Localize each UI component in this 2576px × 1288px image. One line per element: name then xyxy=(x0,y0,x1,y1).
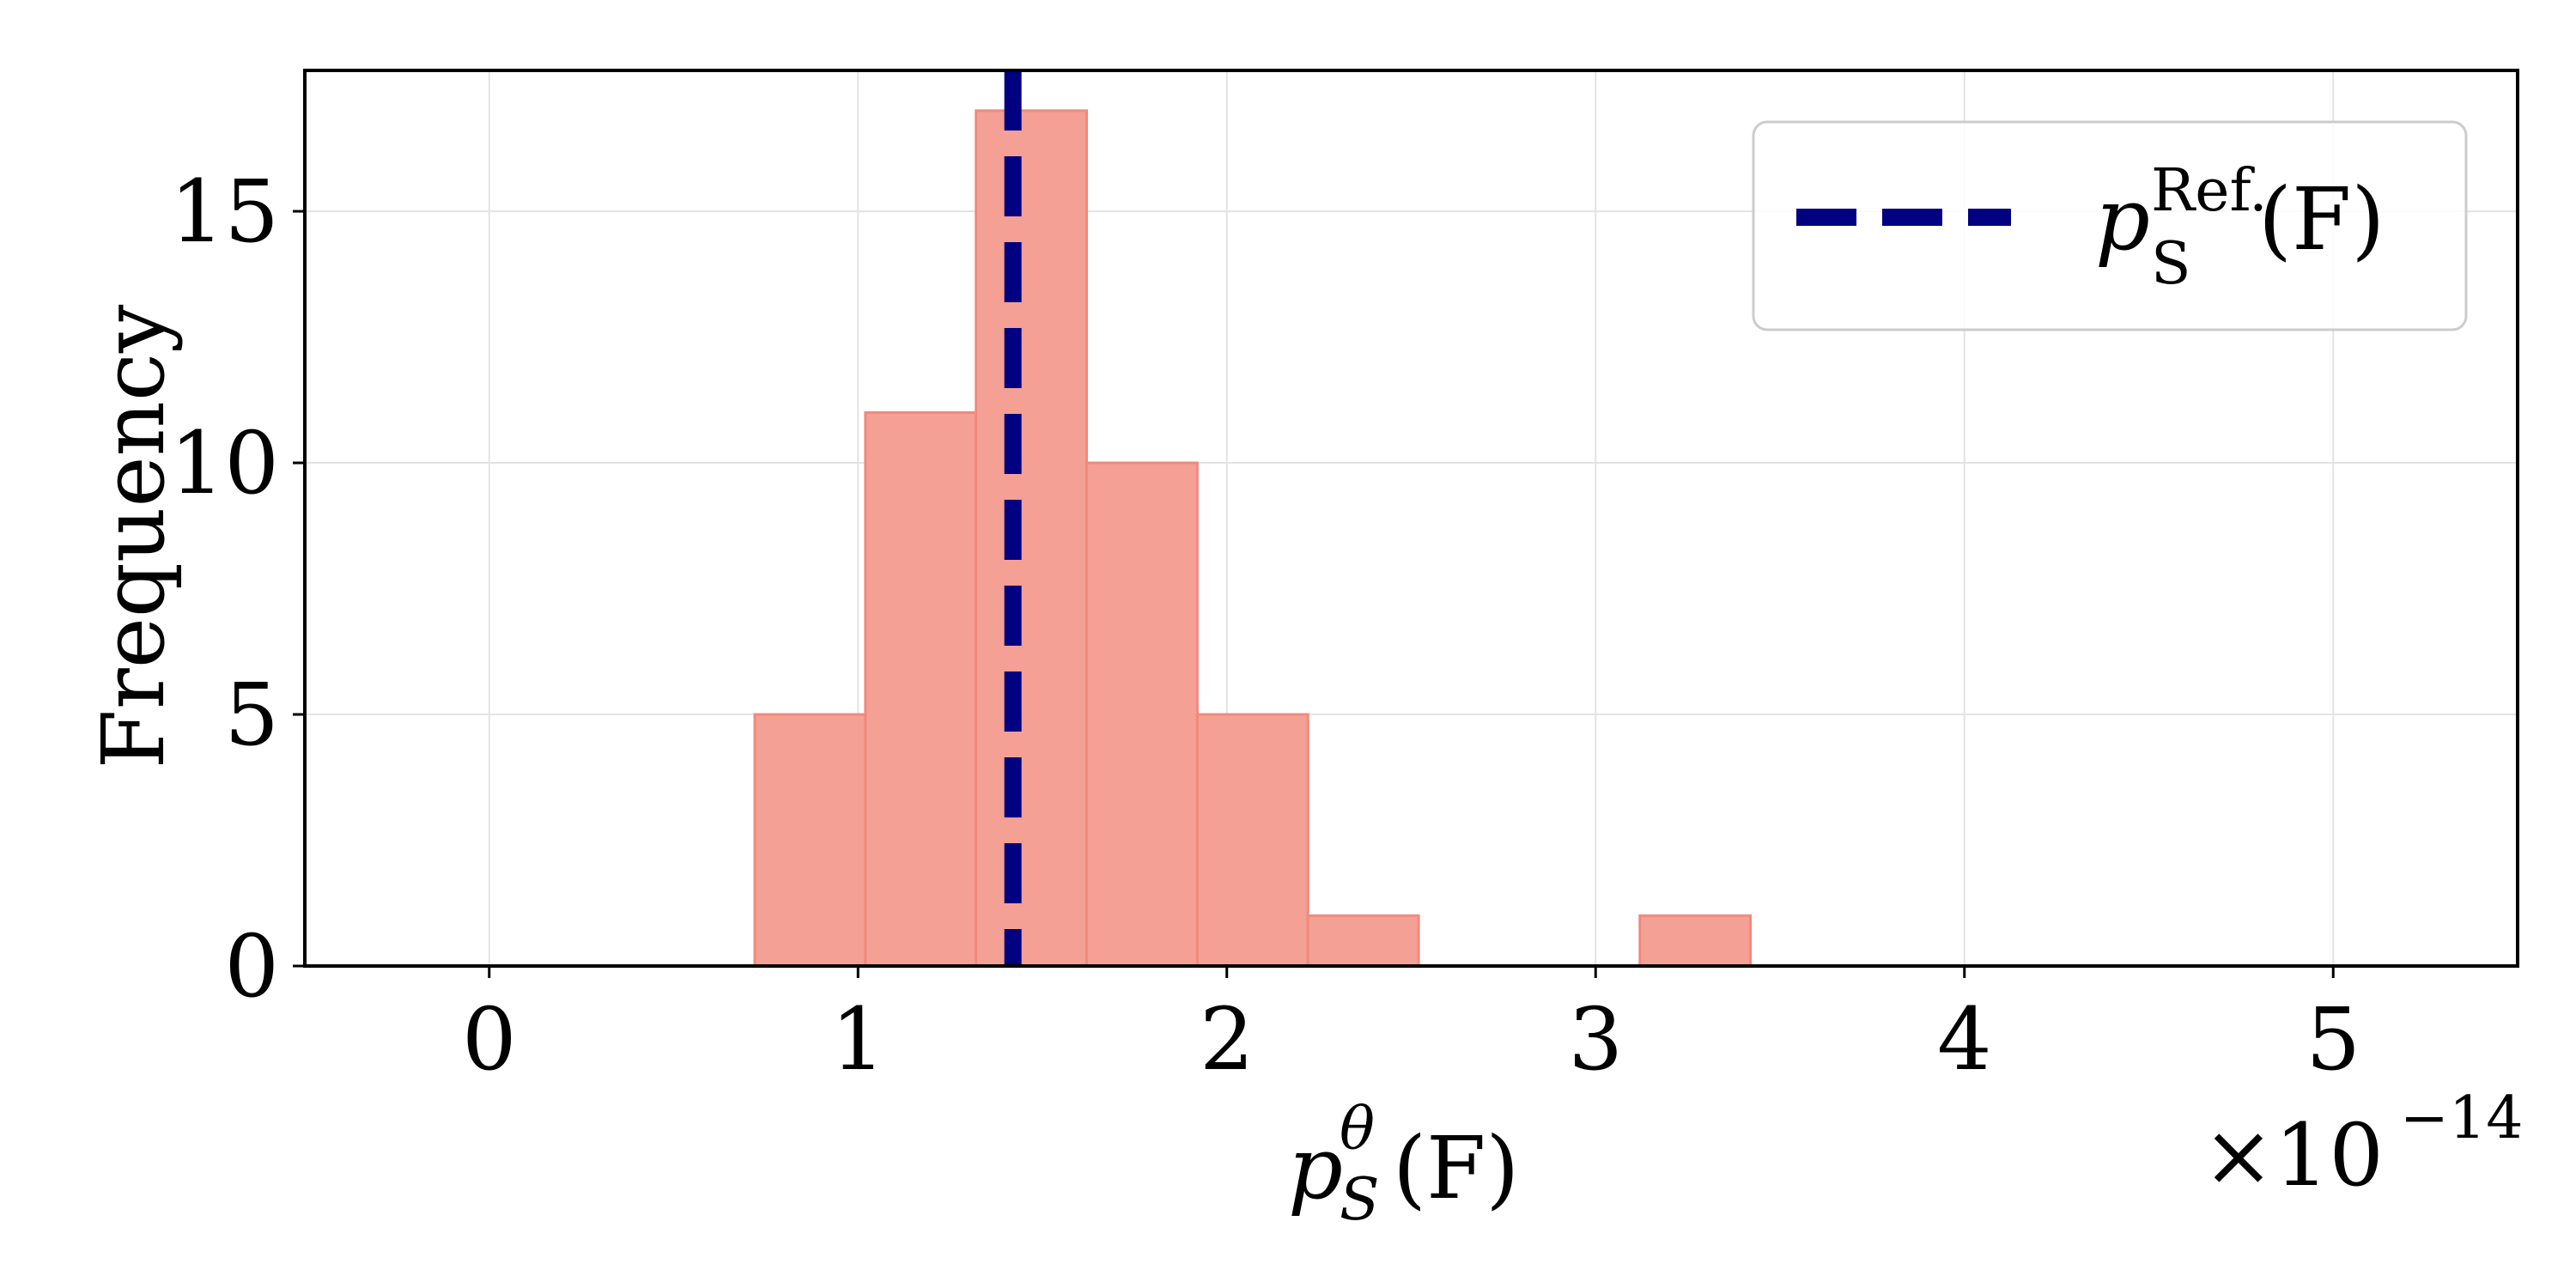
histogram-bar xyxy=(753,713,867,968)
legend-label-base: p xyxy=(2095,169,2150,270)
histogram-bar xyxy=(1085,461,1199,968)
x-scale-factor-base: ×10 xyxy=(2202,1105,2384,1206)
x-tick-label: 4 xyxy=(1937,989,1992,1090)
histogram-bar xyxy=(1195,713,1309,968)
legend-label-sub: S xyxy=(2151,230,2191,298)
legend-label-tail: (F) xyxy=(2258,169,2385,270)
histogram-bar xyxy=(1306,914,1420,968)
x-axis-ticks: 0 1 2 3 4 5 xyxy=(462,966,2360,1090)
x-tick-label: 5 xyxy=(2306,989,2360,1090)
x-scale-factor: ×10 −14 xyxy=(2202,1084,2524,1206)
legend-label-sup: Ref. xyxy=(2151,157,2268,225)
x-axis-title: p θ S (F) xyxy=(1288,1096,1519,1234)
y-tick-label: 15 xyxy=(170,161,279,262)
histogram-bar xyxy=(975,109,1089,968)
x-axis-title-base: p xyxy=(1288,1118,1343,1218)
plot-frame xyxy=(303,69,2519,968)
y-tick-label: 0 xyxy=(224,916,279,1017)
x-axis-title-sup: θ xyxy=(1340,1096,1375,1163)
x-axis-title-tail: (F) xyxy=(1393,1118,1519,1218)
x-tick-label: 0 xyxy=(462,989,517,1090)
histogram-bar xyxy=(864,410,978,968)
y-axis-ticks: 0 5 10 15 xyxy=(170,161,305,1017)
legend: p Ref. S (F) xyxy=(1752,120,2468,331)
histogram-bar xyxy=(1638,914,1753,968)
x-tick-label: 3 xyxy=(1568,989,1623,1090)
y-tick-label: 5 xyxy=(224,665,279,765)
y-axis-title: Frequency xyxy=(83,304,184,769)
legend-box xyxy=(1752,120,2468,331)
histogram-bars xyxy=(753,109,1753,968)
x-scale-factor-exponent: −14 xyxy=(2400,1084,2524,1152)
y-tick-label: 10 xyxy=(170,413,279,513)
x-axis-title-sub: S xyxy=(1340,1166,1380,1234)
x-tick-label: 1 xyxy=(830,989,885,1090)
x-tick-label: 2 xyxy=(1200,989,1255,1090)
